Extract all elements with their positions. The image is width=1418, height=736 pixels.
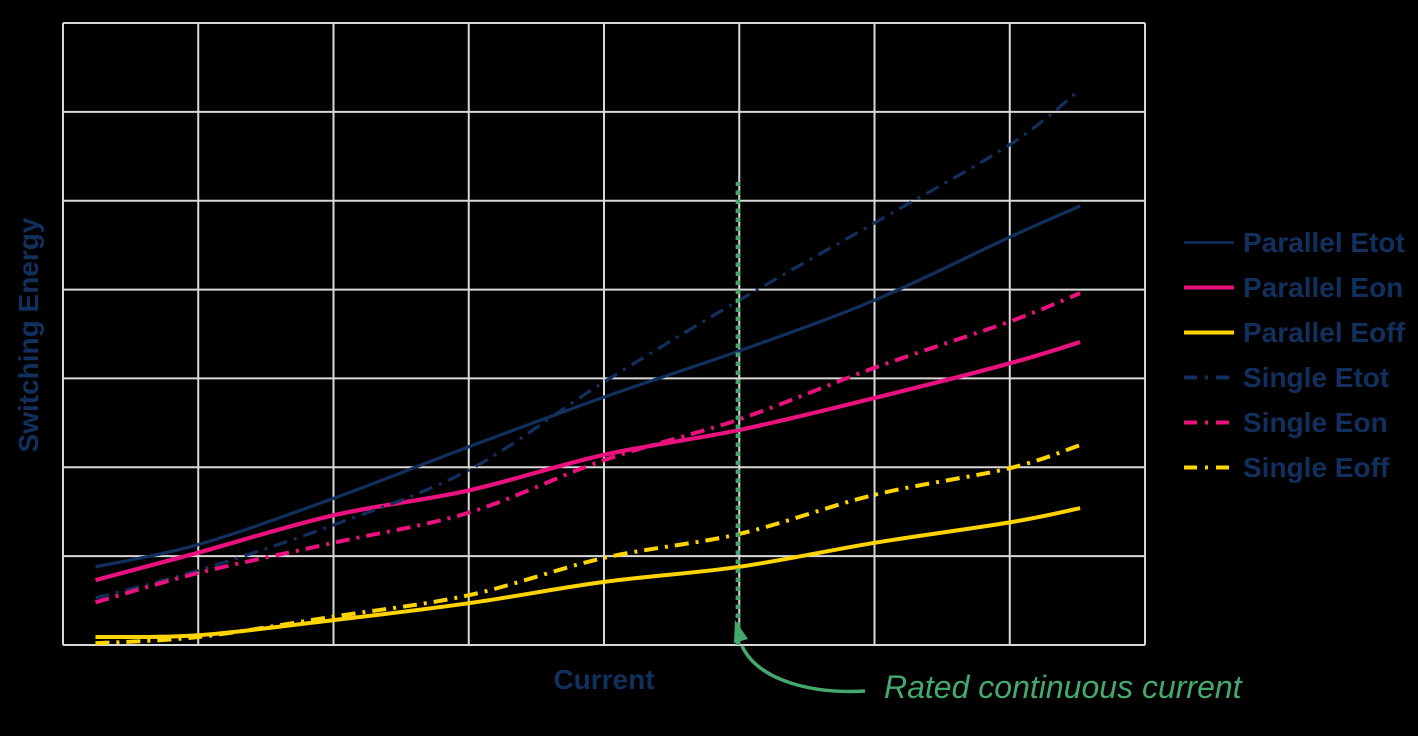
annotation-arrowhead-icon: [734, 620, 748, 643]
legend: Parallel Etot Parallel Eon Parallel Eoff…: [1183, 220, 1405, 490]
series-parallel-eoff: [95, 506, 1081, 640]
series-single-etot: [95, 88, 1082, 600]
annotation-arrow-curve: [740, 645, 866, 694]
grid-lines: [62, 22, 1146, 646]
legend-item-parallel-eon: Parallel Eon: [1183, 265, 1405, 310]
series-single-eoff: [95, 443, 1081, 646]
legend-swatch-parallel-eon-icon: [1184, 285, 1234, 290]
legend-swatch-single-eoff-icon: [1184, 465, 1234, 470]
legend-item-single-eoff: Single Eoff: [1183, 445, 1405, 490]
annotation-label: Rated continuous current: [884, 669, 1242, 705]
legend-label: Parallel Etot: [1243, 226, 1405, 258]
series-parallel-eon: [94, 339, 1081, 583]
legend-swatch-parallel-eoff-icon: [1184, 330, 1234, 335]
annotation-arrow: [734, 620, 866, 694]
legend-swatch-single-eon-icon: [1184, 420, 1234, 425]
legend-swatch-parallel-etot-icon: [1184, 241, 1234, 244]
legend-label: Single Etot: [1243, 361, 1390, 393]
series-parallel-etot: [95, 204, 1081, 569]
legend-item-parallel-eoff: Parallel Eoff: [1183, 310, 1405, 355]
x-axis-label: Current: [553, 664, 655, 695]
legend-swatch-single-etot-icon: [1184, 375, 1234, 380]
legend-label: Single Eoff: [1243, 451, 1390, 483]
series-lines: [94, 88, 1082, 646]
y-axis-label: Switching Energy: [13, 217, 44, 453]
legend-item-single-eon: Single Eon: [1183, 400, 1405, 445]
legend-item-parallel-etot: Parallel Etot: [1183, 220, 1405, 265]
legend-item-single-etot: Single Etot: [1183, 355, 1405, 400]
legend-label: Single Eon: [1243, 406, 1388, 438]
legend-label: Parallel Eoff: [1243, 316, 1405, 348]
legend-label: Parallel Eon: [1243, 271, 1404, 303]
series-single-eon: [94, 291, 1081, 605]
